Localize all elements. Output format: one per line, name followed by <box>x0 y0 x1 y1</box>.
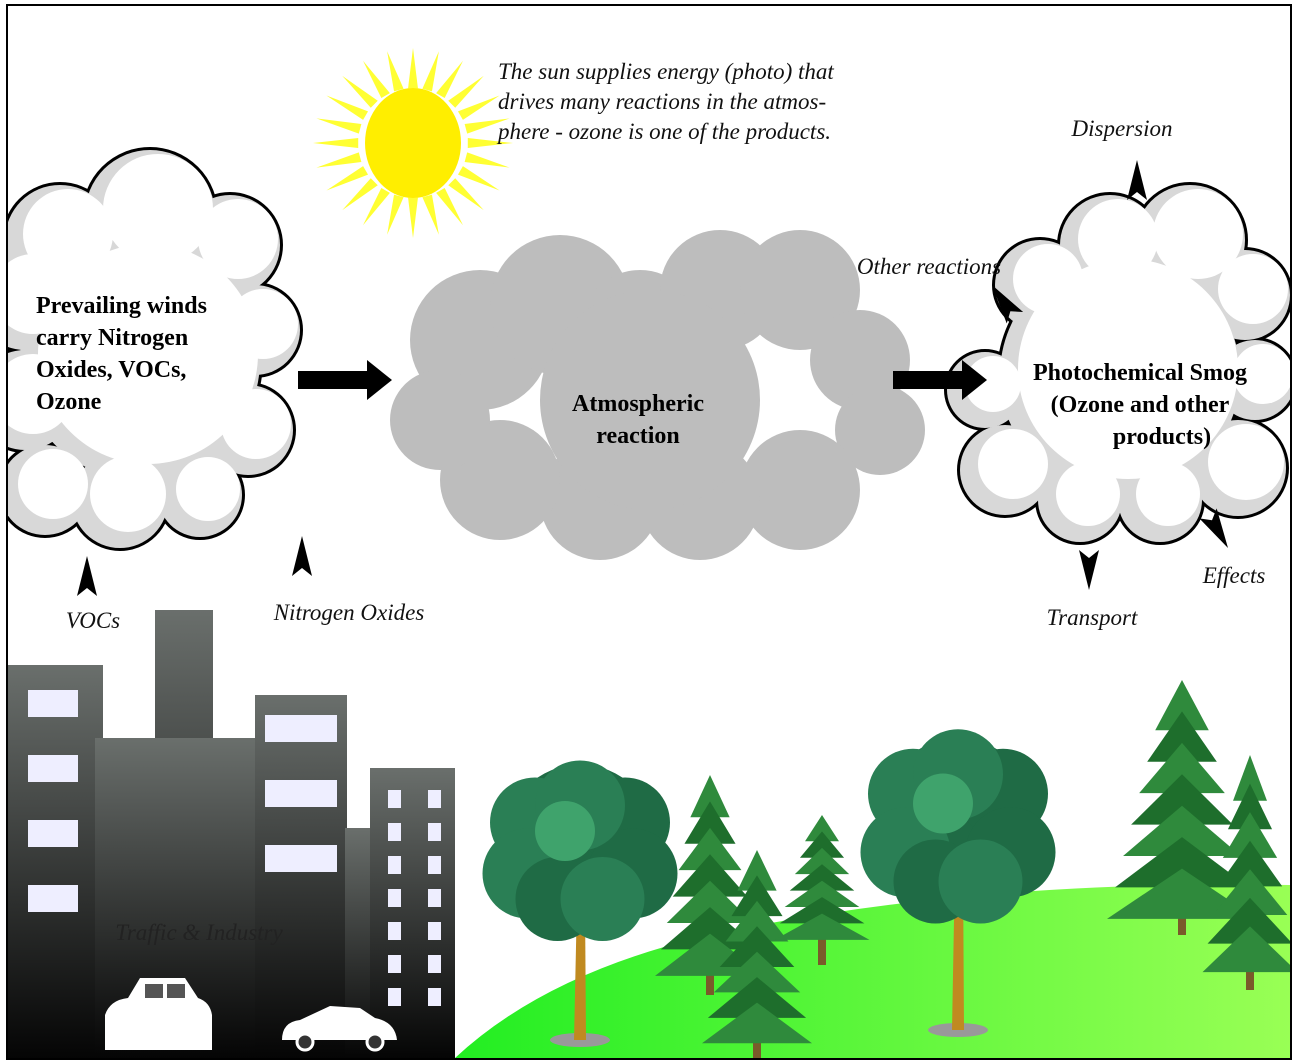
sun-ray <box>408 48 418 88</box>
car-window <box>167 984 185 998</box>
cloud-body <box>978 429 1048 499</box>
node-label: reaction <box>596 423 680 449</box>
window <box>428 988 441 1006</box>
sun-ray <box>422 195 438 235</box>
window <box>428 889 441 907</box>
sun-ray <box>436 61 463 98</box>
node-label: Atmospheric <box>572 391 704 417</box>
sun-ray <box>326 166 368 190</box>
window <box>428 955 441 973</box>
foliage-highlight <box>535 801 595 861</box>
window <box>265 780 337 807</box>
sun <box>313 48 513 238</box>
sun-ray <box>363 61 390 98</box>
window <box>428 922 441 940</box>
buildings <box>8 610 455 1058</box>
artwork <box>0 48 1297 1061</box>
sun-ray <box>387 195 403 235</box>
building <box>8 665 103 1058</box>
vocs-label: VOCs <box>66 608 120 633</box>
sun-ray <box>422 51 438 91</box>
arrowhead <box>1079 550 1099 590</box>
window <box>28 885 78 912</box>
car-wheel <box>297 1034 313 1050</box>
window <box>388 790 401 808</box>
page: The sun supplies energy (photo) that dri… <box>0 0 1297 1061</box>
effects-label: Effects <box>1202 563 1266 588</box>
window <box>388 856 401 874</box>
sun-ray <box>316 152 361 167</box>
window <box>28 690 78 717</box>
sun-ray <box>458 96 500 120</box>
window <box>388 988 401 1006</box>
cloud-body <box>1208 424 1284 500</box>
building <box>370 768 455 1058</box>
transport-label: Transport <box>1047 605 1138 630</box>
sun-note: The sun supplies energy (photo) that <box>498 59 834 84</box>
window <box>428 856 441 874</box>
cloud-body <box>38 244 258 464</box>
flow-arrow <box>298 360 392 400</box>
sun-ray <box>408 198 418 238</box>
foliage <box>561 857 645 941</box>
cloud-body <box>18 449 88 519</box>
node-label: Prevailing winds <box>36 293 207 319</box>
sun-disk <box>365 88 461 198</box>
other-reactions-label: Other reactions <box>857 254 1001 279</box>
window <box>388 889 401 907</box>
cloud-body <box>176 457 240 521</box>
cloud-body <box>1218 254 1288 324</box>
sun-note: drives many reactions in the atmos- <box>498 89 826 114</box>
sun-note: phere - ozone is one of the products. <box>496 119 831 144</box>
sun-ray <box>448 178 483 210</box>
foliage-highlight <box>913 774 973 834</box>
cloud-body <box>390 370 490 470</box>
window <box>28 755 78 782</box>
window <box>388 823 401 841</box>
node-label: Photochemical Smog <box>1033 360 1247 386</box>
sun-ray <box>436 188 463 225</box>
arrowhead <box>77 556 97 596</box>
window <box>388 922 401 940</box>
cloud-body <box>90 456 166 532</box>
sun-ray <box>387 51 403 91</box>
node-label: products) <box>1113 424 1211 450</box>
sun-ray <box>363 188 390 225</box>
car-wheel <box>367 1034 383 1050</box>
foliage <box>939 840 1023 924</box>
window <box>388 955 401 973</box>
node-label: Ozone <box>36 389 102 415</box>
sun-ray <box>458 166 500 190</box>
arrowhead <box>1127 160 1147 200</box>
sun-ray <box>342 76 377 108</box>
window <box>428 790 441 808</box>
sun-ray <box>316 118 361 133</box>
nitrogen-oxides-label: Nitrogen Oxides <box>273 600 425 625</box>
dispersion-label: Dispersion <box>1071 116 1173 141</box>
sun-ray <box>448 76 483 108</box>
window <box>265 715 337 742</box>
node-label: Oxides, VOCs, <box>36 357 186 383</box>
node-label: carry Nitrogen <box>36 325 188 351</box>
node-label: (Ozone and other <box>1051 392 1230 418</box>
diagram: The sun supplies energy (photo) that dri… <box>0 0 1297 1061</box>
car-window <box>145 984 163 998</box>
sun-ray <box>465 152 510 167</box>
sun-ray <box>326 96 368 120</box>
traffic-label: Traffic & Industry <box>115 920 283 945</box>
arrowhead <box>292 536 312 576</box>
sun-ray <box>313 138 358 148</box>
window <box>265 845 337 872</box>
window <box>428 823 441 841</box>
window <box>28 820 78 847</box>
sun-ray <box>342 178 377 210</box>
building <box>255 695 347 1058</box>
